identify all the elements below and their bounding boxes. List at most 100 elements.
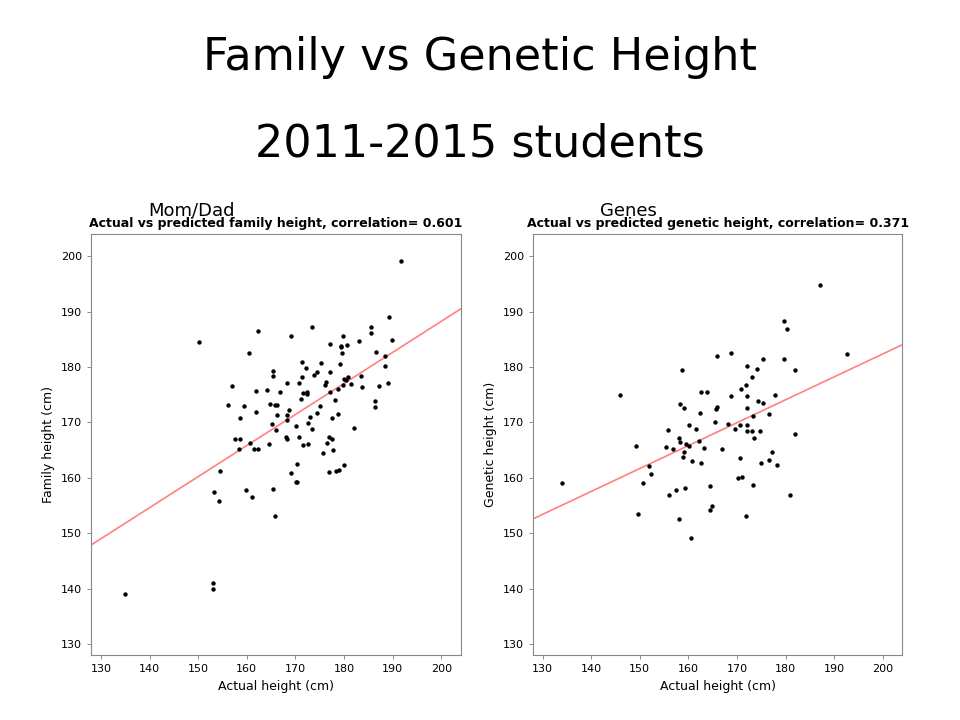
Point — [288, 420, 303, 432]
Point — [765, 446, 780, 457]
Point — [692, 407, 708, 418]
Point — [665, 443, 681, 454]
Point — [353, 371, 369, 382]
Point — [232, 413, 248, 424]
Point — [678, 482, 693, 494]
Point — [270, 410, 285, 421]
Point — [283, 467, 299, 479]
Point — [206, 487, 222, 498]
Point — [745, 479, 760, 490]
Point — [691, 436, 707, 447]
Point — [684, 532, 699, 544]
Point — [694, 457, 709, 469]
Point — [292, 431, 307, 443]
Point — [279, 433, 295, 445]
Point — [372, 380, 387, 392]
Point — [749, 363, 764, 374]
Point — [303, 322, 319, 333]
Point — [673, 398, 688, 410]
Point — [221, 400, 236, 411]
Point — [696, 443, 711, 454]
Point — [738, 379, 754, 391]
Point — [249, 385, 264, 397]
X-axis label: Actual height (cm): Actual height (cm) — [660, 680, 776, 693]
Point — [251, 443, 266, 454]
Point — [732, 453, 747, 464]
Point — [294, 393, 309, 405]
Point — [269, 399, 284, 410]
Point — [738, 510, 754, 521]
Point — [324, 433, 340, 444]
Point — [364, 321, 379, 333]
Point — [780, 323, 795, 335]
Point — [333, 341, 348, 353]
Point — [702, 480, 717, 492]
Point — [776, 354, 791, 365]
Title: Actual vs predicted genetic height, correlation= 0.371: Actual vs predicted genetic height, corr… — [526, 217, 909, 230]
Point — [320, 437, 335, 449]
Title: Actual vs predicted family height, correlation= 0.601: Actual vs predicted family height, corre… — [89, 217, 463, 230]
Point — [241, 348, 256, 359]
Point — [676, 446, 691, 457]
Point — [677, 402, 692, 414]
Point — [746, 410, 761, 422]
Point — [267, 510, 282, 521]
Point — [283, 330, 299, 341]
Y-axis label: Genetic height (cm): Genetic height (cm) — [484, 382, 497, 507]
Point — [264, 418, 279, 430]
Point — [299, 362, 314, 374]
Point — [295, 372, 310, 383]
Point — [768, 389, 783, 400]
Point — [319, 376, 334, 387]
Point — [344, 378, 359, 390]
Point — [247, 443, 262, 454]
Point — [341, 372, 356, 383]
Point — [322, 366, 337, 377]
Point — [705, 500, 720, 511]
Point — [369, 346, 384, 357]
Point — [693, 386, 708, 397]
Point — [351, 335, 367, 346]
Point — [330, 408, 346, 420]
Point — [331, 464, 347, 476]
Point — [191, 336, 206, 347]
Point — [659, 441, 674, 453]
Point — [334, 341, 349, 352]
Point — [787, 364, 803, 376]
Point — [770, 459, 785, 470]
Point — [336, 373, 351, 384]
Point — [296, 439, 311, 451]
Point — [292, 377, 307, 388]
Point — [296, 387, 311, 399]
Point — [554, 477, 569, 489]
Text: Mom/Dad: Mom/Dad — [149, 202, 235, 220]
Point — [328, 465, 344, 477]
Point — [262, 398, 277, 410]
Point — [723, 390, 738, 402]
Point — [678, 438, 693, 450]
Point — [330, 383, 346, 395]
Point — [739, 360, 755, 372]
Point — [676, 451, 691, 463]
Point — [709, 351, 725, 362]
Point — [761, 408, 777, 420]
Point — [733, 472, 749, 483]
Point — [248, 406, 263, 418]
Point — [212, 465, 228, 477]
Point — [332, 358, 348, 369]
Point — [335, 379, 350, 390]
Point — [813, 279, 828, 291]
Y-axis label: Family height (cm): Family height (cm) — [42, 386, 56, 503]
Point — [327, 394, 343, 405]
Point — [236, 400, 252, 412]
Text: Family vs Genetic Height: Family vs Genetic Height — [203, 36, 757, 79]
X-axis label: Actual height (cm): Actual height (cm) — [218, 680, 334, 693]
Point — [268, 399, 283, 410]
Point — [288, 477, 303, 488]
Point — [273, 387, 288, 398]
Point — [289, 458, 304, 469]
Point — [751, 395, 766, 407]
Point — [629, 440, 644, 451]
Point — [300, 418, 316, 429]
Point — [668, 485, 684, 496]
